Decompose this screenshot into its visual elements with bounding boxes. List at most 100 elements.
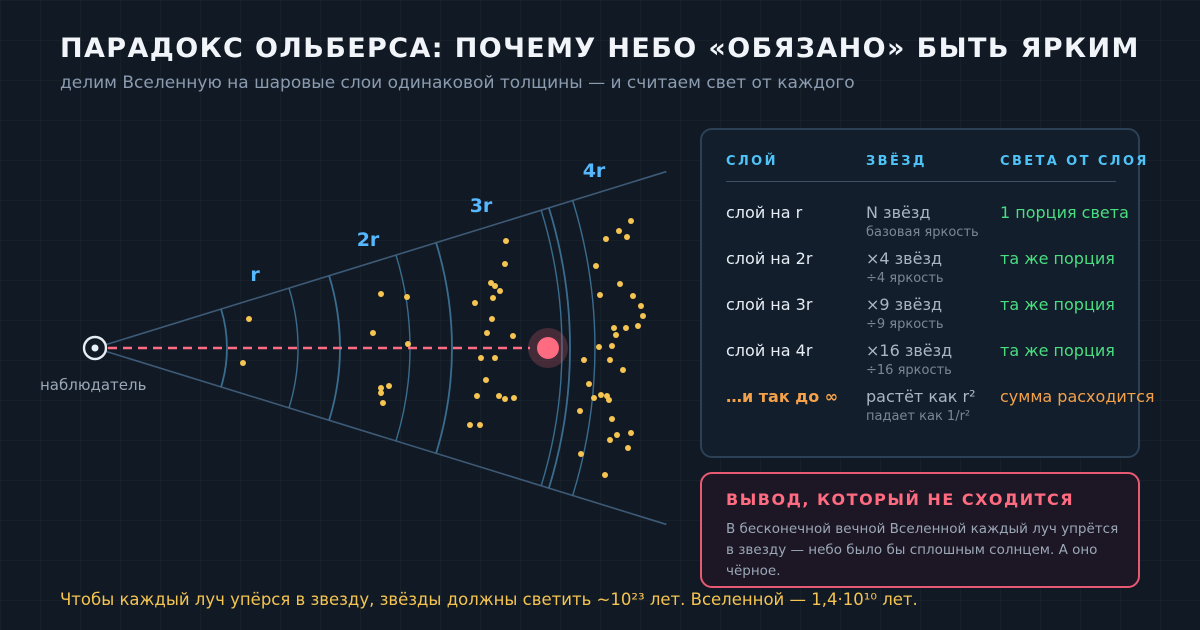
star-dot [490, 295, 496, 301]
star-dot [467, 422, 473, 428]
star-dot [478, 355, 484, 361]
star-dot [474, 393, 480, 399]
star-dot [630, 293, 636, 299]
star-dot [624, 234, 630, 240]
star-dot [240, 360, 246, 366]
star-dot [378, 291, 384, 297]
star-dot [477, 422, 483, 428]
star-dot [628, 218, 634, 224]
star-dot [472, 300, 478, 306]
star-dot [609, 343, 615, 349]
header-stars: ЗВЁЗД [866, 154, 927, 169]
star-dot [602, 472, 608, 478]
star-dot [503, 238, 509, 244]
star-dot [623, 325, 629, 331]
star-dot [598, 392, 604, 398]
star-dot [484, 330, 490, 336]
star-dot [577, 408, 583, 414]
row-note: ÷16 яркость [866, 363, 952, 378]
star-dot [593, 263, 599, 269]
layer-label-r: r [250, 264, 260, 286]
row-light: 1 порция света [1000, 203, 1129, 222]
table-row-summary: …и так до ∞ растёт как r² падает как 1/r… [702, 387, 1155, 431]
row-stars: N звёзд [866, 203, 931, 222]
star-dot [404, 294, 410, 300]
shell-arc [288, 287, 299, 409]
sight-ray [108, 328, 568, 368]
star-dot [496, 393, 502, 399]
row-stars: ×9 звёзд [866, 295, 943, 314]
row-note: ÷4 яркость [866, 271, 944, 286]
shell-arc [548, 207, 571, 489]
star-dot [591, 395, 597, 401]
header-layer: СЛОЙ [726, 154, 778, 169]
star-dot [405, 341, 411, 347]
cone-edge-top [94, 170, 667, 349]
table-row: слой на 4r ×16 звёзд ÷16 яркость та же п… [702, 341, 1138, 385]
star-dot [640, 313, 646, 319]
star-dot [606, 397, 612, 403]
star-dot [620, 367, 626, 373]
star-dot [492, 283, 498, 289]
star-dot [616, 228, 622, 234]
star-dot [483, 377, 489, 383]
star-dot [502, 396, 508, 402]
target-star [537, 337, 559, 359]
row-note: ÷9 яркость [866, 317, 944, 332]
row-layer: …и так до ∞ [726, 387, 839, 406]
row-note: базовая яркость [866, 225, 979, 240]
row-layer: слой на 4r [726, 341, 813, 360]
star-dot [611, 325, 617, 331]
table-row: слой на 3r ×9 звёзд ÷9 яркость та же пор… [702, 295, 1138, 339]
star-dot [596, 344, 602, 350]
star-dot [510, 333, 516, 339]
row-layer: слой на 3r [726, 295, 813, 314]
star-dot [578, 451, 584, 457]
star-dot [617, 281, 623, 287]
star-dot [378, 390, 384, 396]
star-dot [492, 355, 498, 361]
star-dot [378, 385, 384, 391]
star-dot [628, 430, 634, 436]
star-dot [489, 316, 495, 322]
row-stars: растёт как r² [866, 387, 976, 406]
observer-dot [91, 344, 99, 352]
layer-label-2r: 2r [356, 229, 380, 251]
row-light: та же порция [1000, 341, 1115, 360]
cone-edge-bottom [94, 347, 667, 526]
layer-label-3r: 3r [469, 195, 493, 217]
row-light: та же порция [1000, 295, 1115, 314]
star-dot [607, 437, 613, 443]
star-dot [586, 381, 592, 387]
star-dot [380, 400, 386, 406]
star-dot [497, 288, 503, 294]
table-row: слой на r N звёзд базовая яркость 1 порц… [702, 203, 1138, 247]
shell-arc [220, 308, 228, 388]
conclusion-text: В бесконечной вечной Вселенной каждый лу… [726, 521, 1119, 579]
row-layer: слой на r [726, 203, 803, 222]
star-dot [502, 261, 508, 267]
shell-arc [435, 242, 453, 454]
star-dot [614, 432, 620, 438]
star-dot [581, 357, 587, 363]
conclusion-callout: ВЫВОД, КОТОРЫЙ НЕ СХОДИТСЯ В бесконечной… [700, 472, 1140, 588]
stars [240, 218, 646, 478]
observer-icon [82, 335, 108, 361]
row-stars: ×4 звёзд [866, 249, 943, 268]
star-dot [638, 303, 644, 309]
row-light: сумма расходится [1000, 387, 1155, 406]
cone [94, 170, 667, 526]
row-light: та же порция [1000, 249, 1115, 268]
star-dot [613, 332, 619, 338]
star-dot [246, 316, 252, 322]
shell-arc [540, 209, 563, 487]
star-dot [635, 323, 641, 329]
star-dot [625, 445, 631, 451]
star-dot [609, 416, 615, 422]
star-dot [386, 383, 392, 389]
star-dot [370, 330, 376, 336]
header-divider [726, 181, 1116, 182]
page-title: ПАРАДОКС ОЛЬБЕРСА: ПОЧЕМУ НЕБО «ОБЯЗАНО»… [60, 33, 1140, 64]
footnote: Чтобы каждый луч упёрся в звезду, звёзды… [60, 590, 918, 609]
